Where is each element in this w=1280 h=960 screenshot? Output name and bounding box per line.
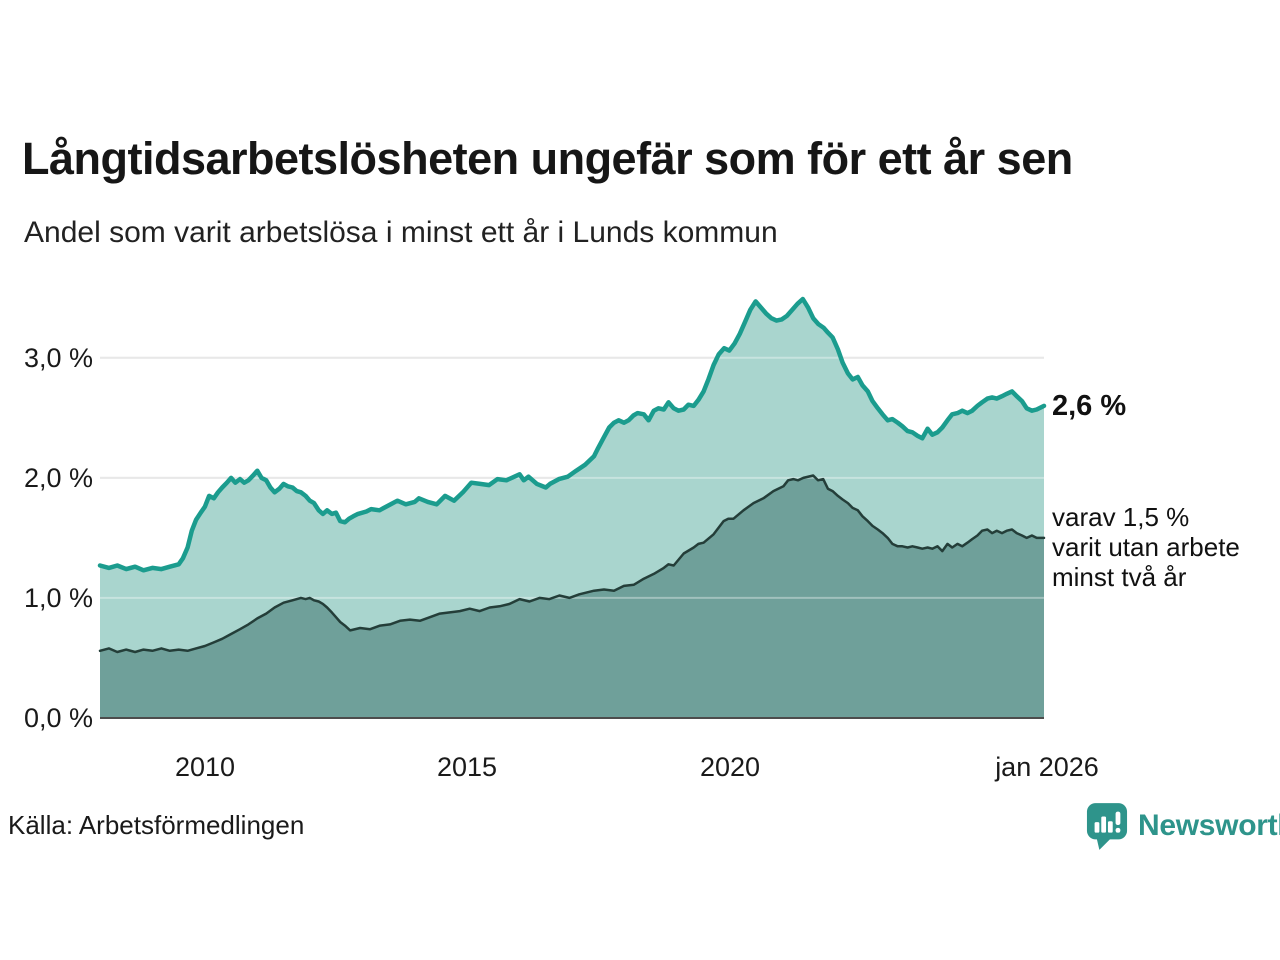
y-tick-1: 1,0 % — [23, 583, 93, 613]
y-tick-0: 0,0 % — [23, 703, 93, 733]
source-credit: Källa: Arbetsförmedlingen — [8, 810, 305, 840]
newsworthy-bubble-chart-icon — [1086, 803, 1128, 850]
subset-annotation-line1: varav 1,5 % — [1052, 502, 1190, 532]
y-tick-2: 2,0 % — [23, 463, 93, 493]
latest-value-label: 2,6 % — [1052, 390, 1127, 422]
subset-annotation-line3: minst två år — [1052, 562, 1187, 592]
page-title: Långtidsarbetslösheten ungefär som för e… — [22, 133, 1073, 184]
subset-annotation: varav 1,5 % varit utan arbete minst två … — [1052, 502, 1240, 592]
y-tick-3: 3,0 % — [23, 343, 93, 373]
x-tick-jan-2026: jan 2026 — [995, 752, 1099, 782]
area-subset-fill — [100, 475, 1044, 718]
x-tick-2020: 2020 — [699, 752, 761, 782]
brand-name: Newsworthy — [1138, 809, 1280, 842]
total-series-line — [97, 296, 1047, 573]
newsworthy-logo: Newsworthy — [1086, 802, 1280, 850]
subset-series-line — [98, 474, 1046, 654]
x-tick-2010: 2010 — [174, 752, 236, 782]
subset-annotation-line2: varit utan arbete — [1052, 532, 1240, 562]
page-subtitle: Andel som varit arbetslösa i minst ett å… — [24, 216, 778, 249]
x-tick-2015: 2015 — [436, 752, 498, 782]
